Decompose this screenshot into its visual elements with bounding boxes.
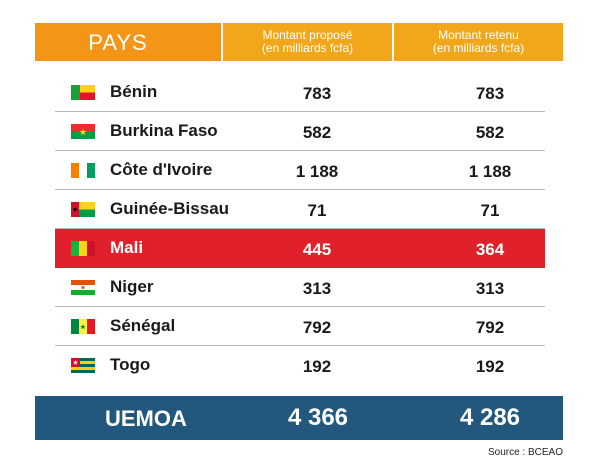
total-row: UEMOA 4 366 4 286 [35,396,563,440]
proposed-value: 783 [302,84,332,103]
niger-flag-icon [71,280,95,295]
total-retained: 4 286 [459,404,521,431]
proposed-value: 582 [302,123,332,142]
togo-flag-icon [71,358,95,373]
table-row: Sénégal 792 792 [55,307,545,346]
table-header: PAYS Montant proposé (en milliards fcfa)… [35,23,563,61]
header-proposed: Montant proposé (en milliards fcfa) [221,23,392,61]
retained-value: 783 [475,84,505,103]
proposed-value: 71 [307,201,327,220]
table-row: Guinée-Bissau 71 71 [55,190,545,229]
country-name: Togo [110,355,151,374]
country-name: Burkina Faso [110,121,218,140]
table-row: Burkina Faso 582 582 [55,112,545,151]
proposed-value: 792 [302,318,332,337]
guinea-bissau-flag-icon [71,202,95,217]
country-name: Bénin [110,82,158,101]
table-row-highlighted: Mali 445 364 [55,229,545,268]
retained-value: 582 [475,123,505,142]
retained-value: 1 188 [468,162,512,181]
total-proposed: 4 366 [287,404,349,431]
benin-flag-icon [71,85,95,100]
total-label: UEMOA [105,406,187,431]
retained-value: 313 [475,279,505,298]
proposed-value: 445 [302,240,332,259]
retained-value: 192 [475,357,505,376]
table-row: Togo 192 192 [55,346,545,385]
country-name: Niger [110,277,154,296]
retained-value: 792 [475,318,505,337]
cote-divoire-flag-icon [71,163,95,178]
header-retained: Montant retenu (en milliards fcfa) [392,23,563,61]
senegal-flag-icon [71,319,95,334]
country-name: Côte d'Ivoire [110,160,213,179]
header-pays: PAYS [35,23,221,61]
header-proposed-line2: (en milliards fcfa) [261,41,354,55]
proposed-value: 1 188 [295,162,339,181]
retained-value: 364 [475,240,505,259]
header-retained-line2: (en milliards fcfa) [432,41,525,55]
header-proposed-line1: Montant proposé [262,28,353,42]
country-name: Sénégal [110,316,176,335]
proposed-value: 192 [302,357,332,376]
table-row: Côte d'Ivoire 1 188 1 188 [55,151,545,190]
country-name: Mali [110,238,144,257]
burkina-faso-flag-icon [71,124,95,139]
source-note: Source : BCEAO [487,447,563,458]
header-retained-line1: Montant retenu [438,28,519,42]
table-row: Bénin 783 783 [55,73,545,112]
table-row: Niger 313 313 [55,268,545,307]
table-body: Bénin 783 783 Burkina Faso 582 582 Côte … [55,73,545,385]
mali-flag-icon [71,241,95,256]
retained-value: 71 [480,201,500,220]
country-name: Guinée-Bissau [110,199,230,218]
proposed-value: 313 [302,279,332,298]
